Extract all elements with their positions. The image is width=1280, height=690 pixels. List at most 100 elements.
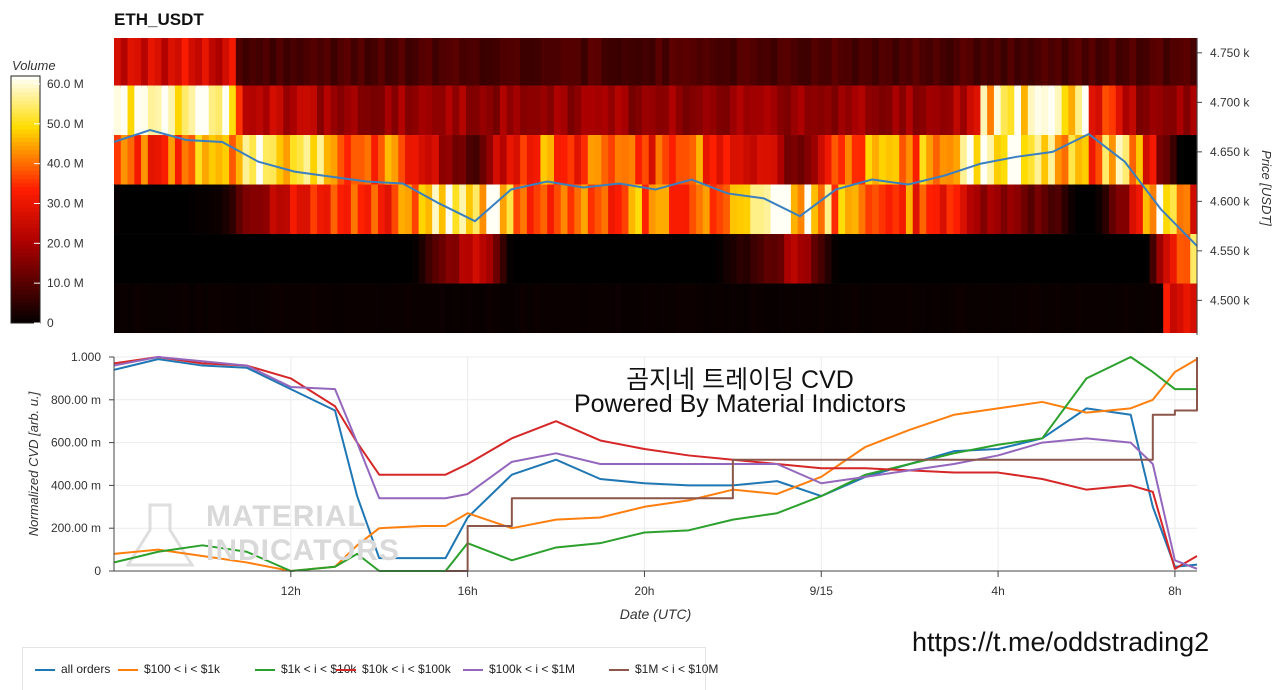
heatmap-cell	[899, 85, 907, 136]
heatmap-cell	[1149, 283, 1157, 334]
heatmap-cell	[310, 135, 318, 185]
heatmap-cell	[371, 85, 379, 136]
heatmap-cell	[445, 85, 454, 136]
heatmap-cell	[195, 38, 203, 88]
heatmap-cell	[736, 38, 745, 88]
heatmap-cell	[973, 38, 981, 88]
heatmap-cell	[648, 283, 657, 334]
heatmap-cell	[1041, 184, 1049, 235]
colorbar-step	[11, 178, 40, 184]
heatmap-cell	[811, 184, 819, 235]
heatmap-cell	[1088, 234, 1097, 284]
heatmap-cell	[662, 234, 670, 284]
cvd-y-axis-label: Normalized CVD [arb. u.]	[26, 391, 41, 536]
heatmap-cell	[1102, 184, 1110, 235]
heatmap-cell	[621, 234, 630, 284]
heatmap-cell	[465, 234, 474, 284]
heatmap-cell	[1176, 38, 1185, 88]
heatmap-cell	[452, 85, 460, 136]
heatmap-cell	[662, 135, 670, 185]
heatmap-cell	[256, 234, 264, 284]
heatmap-cell	[628, 184, 636, 235]
heatmap-cell	[709, 184, 718, 235]
heatmap-cell	[276, 85, 284, 136]
heatmap-cell	[757, 234, 765, 284]
heatmap-cell	[757, 85, 765, 136]
heatmap-cell	[601, 283, 609, 334]
heatmap-cell	[743, 283, 751, 334]
heatmap-cell	[540, 184, 548, 235]
heatmap-cell	[648, 85, 657, 136]
heatmap-cell	[174, 38, 183, 88]
heatmap-cell	[432, 85, 440, 136]
heatmap-cell	[905, 234, 914, 284]
heatmap-cell	[1007, 234, 1015, 284]
heatmap-cell	[696, 85, 704, 136]
heatmap-cell	[905, 184, 914, 235]
heatmap-cell	[1129, 234, 1137, 284]
heatmap-cell	[1048, 234, 1056, 284]
colorbar-step	[11, 294, 40, 299]
heatmap-cell	[702, 85, 711, 136]
heatmap-cell	[993, 283, 1002, 334]
heatmap-cell	[601, 184, 609, 235]
heatmap-cell	[377, 184, 386, 235]
heatmap-cell	[804, 85, 812, 136]
heatmap-cell	[581, 283, 589, 334]
heatmap-cell	[1021, 85, 1029, 136]
heatmap-cell	[229, 38, 237, 88]
watermark-flask-icon	[125, 503, 195, 567]
telegram-link[interactable]: https://t.me/oddstrading2	[912, 627, 1210, 657]
heatmap-cell	[811, 283, 819, 334]
colorbar-step	[11, 211, 40, 217]
heatmap-cell	[222, 184, 230, 235]
heatmap-cell	[770, 38, 778, 88]
colorbar-step	[11, 92, 40, 98]
heatmap-cell	[878, 85, 887, 136]
heatmap-cell	[966, 38, 975, 88]
heatmap-cell	[127, 234, 135, 284]
heatmap-cell	[560, 135, 569, 185]
heatmap-cell	[878, 234, 887, 284]
heatmap-cell	[520, 85, 528, 136]
heatmap-cell	[1048, 85, 1056, 136]
heatmap-cell	[553, 234, 562, 284]
heatmap-cell	[493, 135, 501, 185]
heatmap-cell	[303, 85, 311, 136]
heatmap-cell	[1149, 135, 1157, 185]
heatmap-cell	[418, 85, 426, 136]
heatmap-cell	[330, 234, 338, 284]
heatmap-cell	[831, 38, 839, 88]
cvd-series-b100k_1m	[113, 356, 1198, 570]
colorbar-step	[11, 306, 40, 312]
heatmap-cell	[838, 283, 846, 334]
heatmap-cell	[905, 38, 914, 88]
heatmap-cell	[242, 283, 250, 334]
heatmap-cell	[1088, 135, 1097, 185]
price-tick-label: 4.650 k	[1210, 145, 1250, 159]
heatmap-cell	[1014, 234, 1022, 284]
heatmap-cell	[452, 135, 460, 185]
cvd-x-tick-label: 12h	[281, 584, 301, 598]
heatmap-cell	[641, 85, 650, 136]
heatmap-cell	[168, 38, 176, 88]
heatmap-cell	[235, 85, 244, 136]
heatmap-cell	[405, 85, 413, 136]
heatmap-cell	[547, 135, 555, 185]
heatmap-cell	[817, 283, 826, 334]
heatmap-cell	[330, 135, 338, 185]
heatmap-cell	[1075, 85, 1083, 136]
heatmap-cell	[1034, 38, 1042, 88]
cvd-y-tick-label: 600.00 m	[51, 436, 101, 450]
heatmap-cell	[303, 135, 311, 185]
heatmap-cell	[235, 184, 244, 235]
heatmap-cell	[405, 234, 413, 284]
heatmap-cell	[912, 135, 921, 185]
heatmap-cell	[770, 85, 778, 136]
heatmap-cell	[1156, 135, 1164, 185]
heatmap-cell	[188, 283, 196, 334]
heatmap-cell	[933, 283, 941, 334]
heatmap-cell	[472, 38, 481, 88]
colorbar-step	[11, 261, 40, 266]
heatmap-cell	[154, 38, 162, 88]
